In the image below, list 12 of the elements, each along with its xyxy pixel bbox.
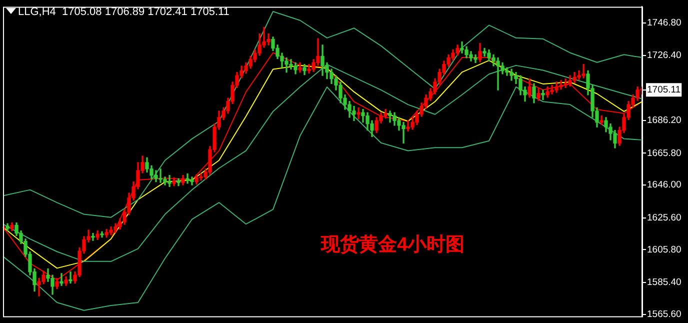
y-tick-label: 1686.20 xyxy=(647,114,682,126)
y-tick-label: 1726.40 xyxy=(647,50,682,62)
y-tick-label: 1665.80 xyxy=(647,148,682,159)
y-tick-label: 1646.00 xyxy=(647,180,682,191)
y-tick-label: 1605.80 xyxy=(647,244,682,256)
chart-title: LLG,H4 1705.08 1706.89 1702.41 1705.11 xyxy=(18,6,230,18)
y-tick-label: 1565.60 xyxy=(647,308,682,320)
y-tick-label: 1705.11 xyxy=(647,84,681,96)
y-tick-label: 1585.40 xyxy=(647,277,682,288)
y-tick-label: 1746.80 xyxy=(647,17,682,28)
annotation: 现货黄金4小时图 xyxy=(320,233,465,256)
y-tick-label: 1625.60 xyxy=(647,212,682,224)
